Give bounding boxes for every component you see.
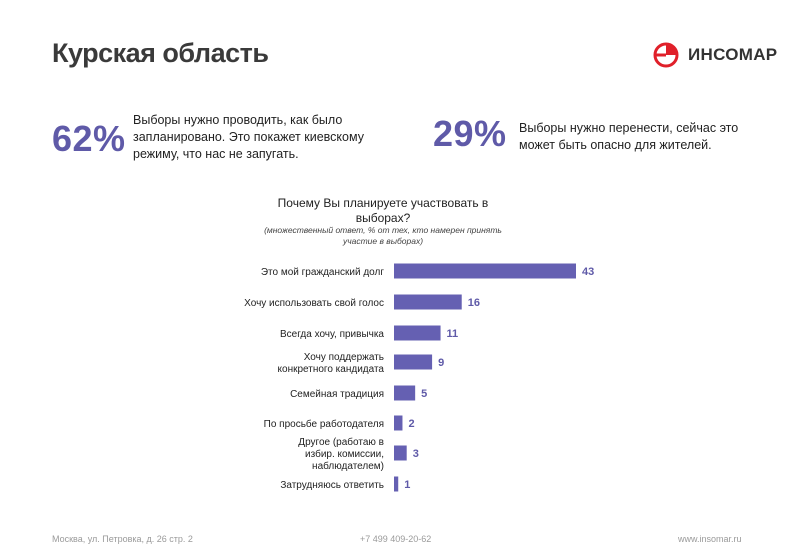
category-label: По просьбе работодателя [264,418,384,430]
bar-value-label: 3 [413,448,419,460]
brand-logo: ИНСОМАР [652,41,777,69]
footer-address: Москва, ул. Петровка, д. 26 стр. 2 [52,534,193,544]
bar [394,325,441,341]
category-label: Затрудняюсь ответить [280,480,384,491]
category-label: Хочу поддержать [304,352,384,363]
bar [394,294,462,310]
bar-value-label: 2 [408,418,414,430]
footer-phone: +7 499 409-20-62 [360,534,432,544]
category-label: конкретного кандидата [278,364,385,375]
category-label: избир. комиссии, [305,448,384,460]
bar [394,476,399,492]
category-label: Хочу использовать свой голос [244,298,384,309]
bar-value-label: 16 [468,297,480,309]
bar [394,263,576,279]
category-label: Другое (работаю в [298,436,384,448]
bar [394,354,433,370]
bar-value-label: 43 [582,266,594,278]
category-label: Семейная традиция [290,389,384,400]
bar [394,445,407,461]
bar-value-label: 1 [404,479,410,491]
bar [394,415,403,431]
bar-value-label: 9 [438,357,444,369]
category-label: Это мой гражданский долг [261,267,385,278]
category-label: наблюдателем) [312,460,384,472]
stat-text-hold: Выборы нужно проводить, как было заплани… [133,113,364,161]
bar [394,385,416,401]
chart-title: Почему Вы планируете участвовать в выбор… [277,196,489,225]
stat-percent-hold: 62% [52,118,126,159]
logo-text: ИНСОМАР [688,45,778,64]
insomar-logo-icon [653,42,679,68]
stat-text-postpone: Выборы нужно перенести, сейчас это может… [519,121,739,152]
category-label: Всегда хочу, привычка [280,329,384,340]
footer-website[interactable]: www.insomar.ru [678,534,742,544]
stat-percent-postpone: 29% [433,113,507,154]
chart-subtitle: (множественный ответ, % от тех, кто наме… [264,225,502,246]
bar-value-label: 5 [421,388,427,400]
bar-value-label: 11 [447,328,459,340]
page-title: Курская область [52,38,269,68]
